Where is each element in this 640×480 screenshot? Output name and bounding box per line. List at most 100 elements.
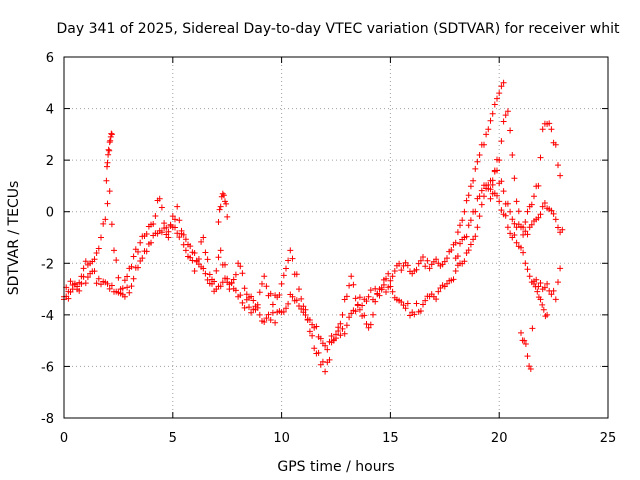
data-point [557, 265, 564, 272]
data-point [465, 247, 472, 254]
data-point [237, 292, 244, 299]
data-point [165, 228, 172, 235]
data-point [398, 299, 405, 305]
y-tick-label: 6 [46, 51, 54, 66]
data-point [454, 253, 461, 260]
data-point [239, 270, 246, 277]
data-point [124, 273, 131, 280]
data-point [485, 126, 492, 133]
data-point [524, 208, 531, 215]
data-point [215, 219, 222, 225]
data-point [476, 193, 483, 200]
data-point [289, 255, 296, 262]
data-point [496, 198, 503, 205]
data-point [217, 283, 224, 290]
data-point [509, 152, 516, 158]
data-point [187, 243, 194, 250]
data-point [107, 137, 114, 144]
data-point [337, 320, 344, 327]
data-point [500, 79, 507, 86]
data-point [441, 258, 448, 265]
data-point [293, 271, 300, 278]
data-point [178, 227, 185, 234]
data-point [71, 281, 78, 288]
data-point [128, 283, 135, 290]
data-point [232, 287, 239, 294]
data-point [135, 264, 141, 271]
data-point [348, 273, 355, 280]
data-point [407, 312, 413, 319]
data-point [95, 275, 102, 282]
data-point [213, 267, 220, 274]
data-point [280, 272, 287, 279]
data-point [322, 342, 329, 349]
data-point [527, 366, 534, 372]
data-point [522, 228, 529, 235]
y-axis-label: SDTVAR / TECUs [6, 181, 22, 296]
data-point [487, 195, 494, 202]
data-point [470, 236, 477, 243]
data-point [363, 298, 370, 305]
data-point [237, 263, 244, 270]
data-point [498, 138, 505, 145]
data-point [113, 257, 120, 264]
data-point [95, 245, 102, 252]
data-point [135, 248, 141, 255]
y-tick-label: -6 [41, 360, 54, 375]
data-point [515, 208, 522, 215]
y-tick-label: 0 [46, 206, 54, 221]
data-point [367, 287, 374, 294]
data-point [363, 321, 370, 327]
data-point [518, 329, 524, 336]
data-point [424, 257, 431, 264]
data-point [209, 276, 215, 283]
data-point [222, 261, 228, 268]
data-point [200, 234, 207, 241]
data-point [461, 208, 468, 215]
data-point [522, 341, 529, 347]
data-point [540, 306, 547, 313]
data-point [256, 311, 263, 318]
data-point [521, 337, 528, 344]
data-point [106, 188, 113, 195]
data-point [524, 353, 531, 360]
data-point [148, 239, 154, 246]
data-point [248, 309, 255, 316]
data-point [389, 273, 396, 280]
data-point [435, 288, 442, 295]
x-axis-label: GPS time / hours [277, 459, 394, 475]
data-point [385, 270, 392, 277]
data-point [433, 256, 440, 263]
data-point [224, 275, 231, 282]
data-point [108, 221, 115, 228]
data-point [139, 255, 146, 262]
data-point [555, 224, 561, 231]
data-point [137, 239, 144, 246]
data-point [526, 273, 533, 280]
data-point [328, 333, 335, 339]
data-point [502, 212, 509, 219]
data-point [174, 203, 181, 210]
data-point [524, 231, 531, 238]
x-tick-label: 15 [382, 431, 399, 446]
data-point [522, 219, 529, 225]
data-point [552, 296, 559, 303]
x-tick-label: 25 [600, 431, 617, 446]
data-point [387, 283, 394, 290]
data-point [306, 317, 313, 323]
data-point [80, 265, 87, 272]
data-point [326, 356, 333, 363]
data-point [283, 305, 289, 312]
data-point [420, 301, 426, 308]
x-tick-label: 10 [273, 431, 290, 446]
data-point [217, 203, 224, 210]
data-point [283, 265, 289, 272]
data-point [254, 304, 261, 311]
data-point [93, 250, 100, 256]
data-point [100, 220, 107, 227]
data-point [507, 230, 514, 237]
data-point [143, 231, 150, 237]
data-point [452, 268, 459, 274]
data-point [172, 216, 178, 223]
data-point [491, 167, 498, 174]
